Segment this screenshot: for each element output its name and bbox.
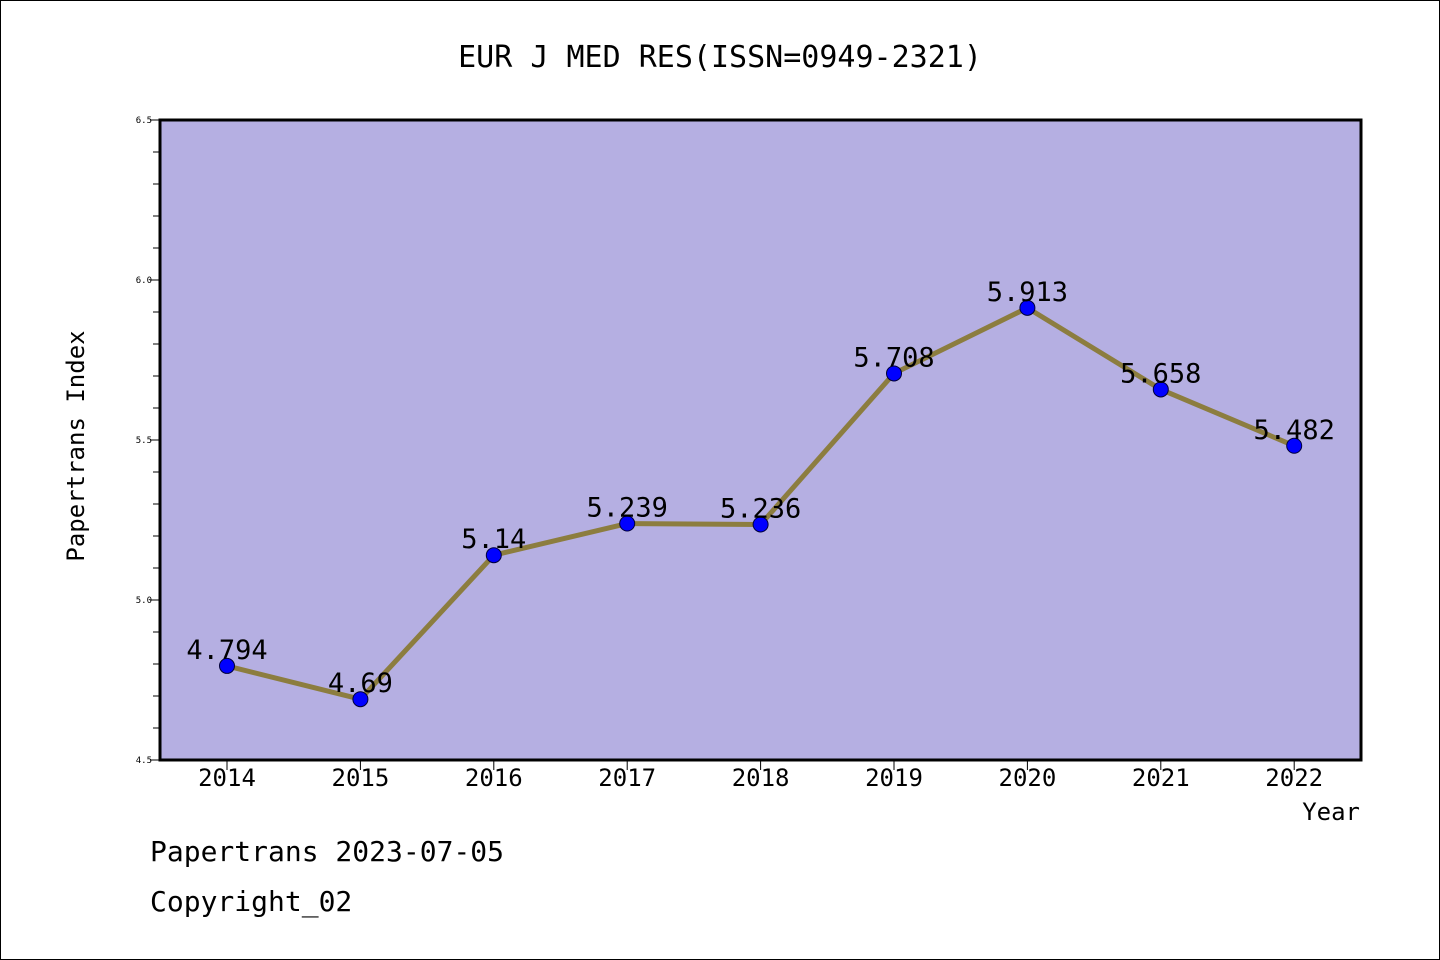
x-tick-label: 2016	[465, 764, 523, 792]
x-tick-label: 2021	[1132, 764, 1190, 792]
y-tick-label: 5.5	[136, 436, 152, 446]
data-label: 4.794	[186, 635, 267, 666]
data-label: 4.69	[328, 668, 393, 699]
data-point	[352, 691, 369, 708]
data-label: 5.708	[853, 342, 934, 373]
data-label: 5.482	[1254, 415, 1335, 446]
x-tick-label: 2017	[598, 764, 656, 792]
data-label: 5.913	[987, 277, 1068, 308]
y-tick-label: 6.5	[136, 116, 152, 126]
data-point	[619, 515, 636, 532]
x-tick-label: 2019	[865, 764, 923, 792]
y-tick-label: 6.0	[136, 276, 152, 286]
data-label: 5.658	[1120, 358, 1201, 389]
y-tick-label: 4.5	[136, 756, 152, 766]
data-labels: 4.794 4.69 5.14 5.239 5.236 5.708 5.913 5.658 5.…	[186, 277, 1334, 699]
data-point	[1286, 437, 1303, 454]
footer-source: Papertrans 2023-07-05	[150, 835, 505, 868]
x-axis-label: Year	[1302, 798, 1360, 826]
footer-copyright: Copyright_02	[150, 885, 353, 918]
y-axis: 4.5 5.0 5.5 6.0 6.5	[136, 116, 160, 766]
data-point	[752, 516, 769, 533]
data-point	[219, 657, 235, 674]
chart-title: EUR J MED RES(ISSN=0949-2321)	[458, 40, 982, 75]
plot-border	[158, 118, 1363, 762]
x-axis: 2014 2015 2016 2017 2018 2019 2020 2021 2022	[198, 760, 1323, 792]
x-tick-label: 2022	[1265, 764, 1323, 792]
data-point	[1019, 299, 1036, 316]
data-label: 5.14	[461, 524, 526, 555]
data-label: 5.239	[587, 493, 668, 524]
plot-area	[160, 120, 1361, 760]
x-tick-label: 2020	[999, 764, 1057, 792]
data-points	[219, 299, 1303, 708]
x-tick-label: 2015	[332, 764, 390, 792]
y-tick-label: 5.0	[136, 596, 152, 606]
y-axis-label: Papertrans Index	[62, 330, 90, 561]
data-point	[886, 365, 902, 382]
x-tick-label: 2018	[732, 764, 790, 792]
data-point	[1152, 381, 1169, 398]
data-point	[485, 547, 502, 564]
x-tick-label: 2014	[198, 764, 256, 792]
data-label: 5.236	[720, 493, 801, 524]
